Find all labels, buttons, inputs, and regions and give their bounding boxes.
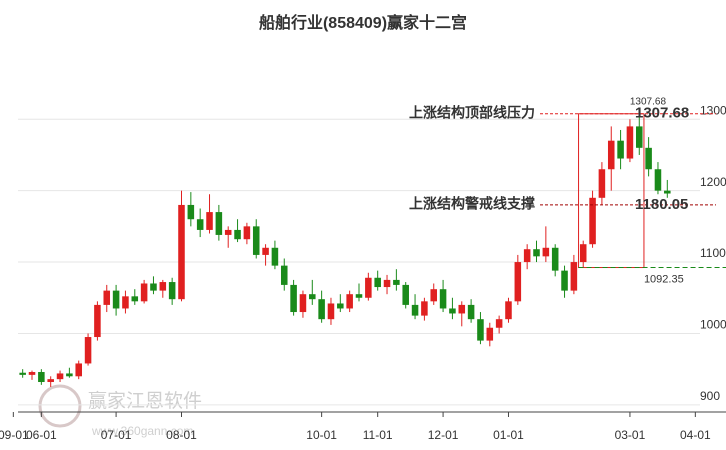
candle-body bbox=[56, 373, 64, 380]
x-tick-label: 08-01 bbox=[166, 428, 197, 442]
candle-body bbox=[122, 296, 129, 309]
candle-body bbox=[467, 304, 475, 320]
candle-body bbox=[365, 277, 372, 298]
y-tick-label: 900 bbox=[700, 389, 720, 403]
y-tick-label: 1300 bbox=[700, 103, 726, 117]
level-label: 上涨结构警戒线支撑 bbox=[409, 196, 535, 212]
x-tick-label: 04-01 bbox=[680, 428, 711, 442]
level-value: 1180.05 bbox=[635, 196, 688, 213]
y-tick-label: 1100 bbox=[700, 246, 726, 260]
candle-body bbox=[636, 126, 643, 148]
high-label: 1307.68 bbox=[630, 96, 667, 107]
candle-body bbox=[131, 296, 139, 302]
candle-body bbox=[374, 277, 381, 288]
level-label: 上涨结构顶部线压力 bbox=[409, 104, 535, 120]
candle-body bbox=[47, 379, 54, 383]
candle-body bbox=[589, 197, 596, 245]
candle-body bbox=[570, 262, 578, 291]
watermark: 赢家江恩软件 bbox=[88, 390, 202, 412]
candle-body bbox=[486, 327, 494, 341]
x-tick-label: 06-01 bbox=[26, 428, 57, 442]
candle-body bbox=[393, 279, 400, 285]
x-tick-label: 07-01 bbox=[101, 428, 132, 442]
candle-body bbox=[75, 363, 82, 377]
candle-body bbox=[411, 304, 419, 316]
candle-body bbox=[383, 279, 391, 288]
candle-body bbox=[579, 244, 587, 263]
candle-body bbox=[542, 247, 550, 257]
candle-body bbox=[159, 282, 167, 291]
candle-body bbox=[514, 262, 522, 302]
candle-body bbox=[178, 204, 185, 300]
candle-body bbox=[664, 190, 671, 194]
candle-body bbox=[271, 247, 279, 266]
candle-body bbox=[337, 303, 344, 309]
candle-body bbox=[495, 319, 503, 328]
candle-body bbox=[243, 226, 251, 240]
x-tick-label: 01-01 bbox=[493, 428, 524, 442]
level-value: 1307.68 bbox=[635, 105, 689, 122]
watermark-logo bbox=[38, 384, 82, 428]
candle-body bbox=[290, 284, 297, 313]
candle-body bbox=[94, 304, 101, 338]
candle-body bbox=[402, 284, 409, 305]
candle-body bbox=[355, 294, 363, 298]
candle-body bbox=[617, 140, 624, 159]
candle-body bbox=[262, 247, 269, 255]
candle-body bbox=[19, 372, 26, 375]
candle-body bbox=[533, 249, 540, 257]
candle-body bbox=[449, 308, 456, 314]
x-tick-label: 10-01 bbox=[306, 428, 337, 442]
candle-body bbox=[598, 169, 606, 198]
y-tick-label: 1000 bbox=[700, 318, 726, 332]
candle-body bbox=[168, 282, 176, 300]
watermark-url: www.360gann.com bbox=[91, 424, 193, 438]
candle-body bbox=[318, 299, 325, 320]
low-label: 1092.35 bbox=[644, 273, 684, 285]
candle-body bbox=[299, 294, 307, 313]
candle-body bbox=[215, 212, 223, 235]
candle-body bbox=[252, 226, 260, 255]
candle-body bbox=[523, 249, 531, 263]
candle-body bbox=[421, 301, 428, 316]
candle-body bbox=[38, 372, 45, 383]
candle-body bbox=[234, 229, 241, 240]
candle-body bbox=[280, 265, 288, 285]
candle-body bbox=[654, 169, 662, 191]
y-tick-label: 1200 bbox=[700, 175, 726, 189]
candle-body bbox=[28, 372, 36, 375]
candle-body bbox=[346, 294, 353, 309]
candle-body bbox=[551, 247, 559, 271]
candle-body bbox=[206, 212, 213, 230]
x-tick-label: 09-01 bbox=[0, 428, 29, 442]
candle-body bbox=[439, 289, 447, 309]
chart-title: 船舶行业(858409)赢家十二宫 bbox=[259, 13, 467, 32]
candle-body bbox=[187, 204, 195, 220]
x-tick-label: 12-01 bbox=[428, 428, 459, 442]
candle-body bbox=[607, 140, 615, 170]
candle-body bbox=[309, 294, 316, 300]
candle-body bbox=[196, 219, 204, 230]
x-tick-label: 03-01 bbox=[615, 428, 646, 442]
candle-body bbox=[505, 301, 512, 320]
candle-body bbox=[140, 283, 148, 302]
candle-body bbox=[430, 289, 438, 302]
candle-body bbox=[112, 290, 120, 309]
candle-body bbox=[84, 337, 92, 364]
candle-body bbox=[103, 290, 111, 305]
candle-body bbox=[645, 147, 652, 170]
candle-body bbox=[561, 270, 568, 291]
candle-body bbox=[327, 303, 335, 320]
candle-body bbox=[66, 373, 73, 377]
x-tick-label: 11-01 bbox=[363, 428, 393, 442]
candle-body bbox=[458, 304, 466, 314]
candle-body bbox=[477, 319, 484, 341]
candle-body bbox=[626, 126, 634, 159]
candle-body bbox=[150, 283, 157, 291]
candle-body bbox=[224, 229, 232, 235]
